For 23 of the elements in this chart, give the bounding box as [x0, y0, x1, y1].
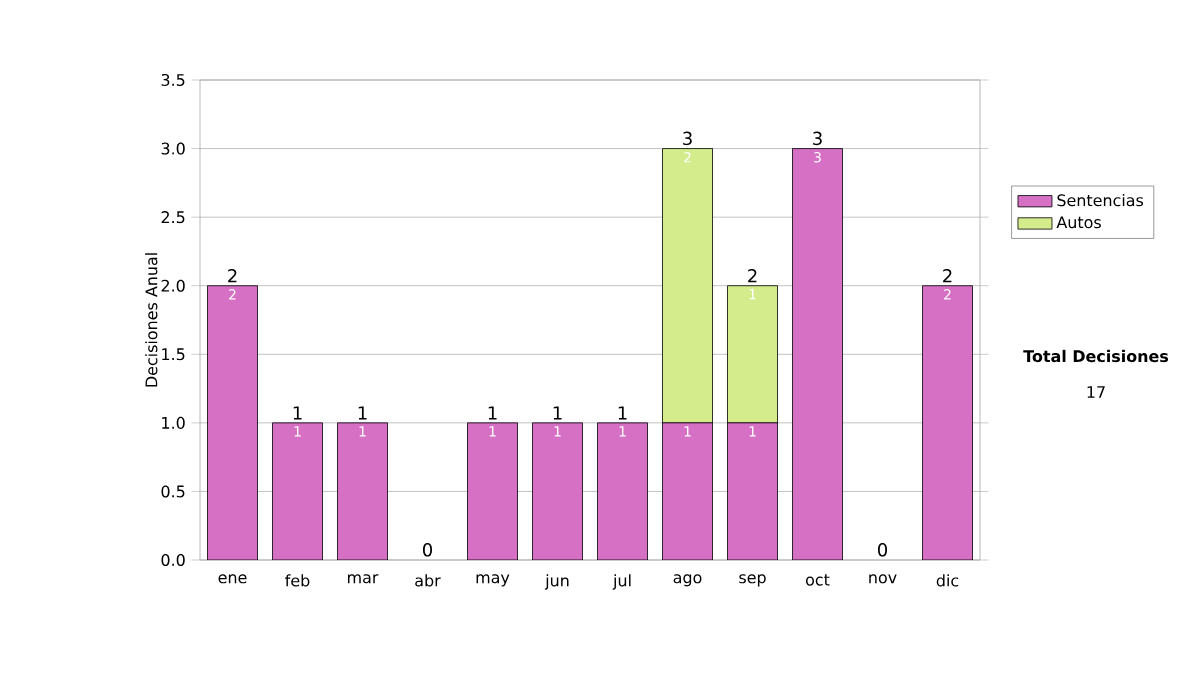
total-label: 1	[293, 406, 302, 420]
total-label: 1	[488, 406, 497, 420]
bar	[597, 422, 648, 560]
bar	[467, 422, 518, 560]
bar	[727, 422, 778, 560]
bar	[922, 285, 973, 560]
total-label: 0	[422, 543, 433, 557]
total-label: 0	[877, 543, 888, 557]
bar	[272, 422, 323, 560]
bar	[532, 422, 583, 560]
total-label: 1	[358, 406, 367, 420]
total-label: 2	[748, 269, 757, 283]
bar	[207, 285, 258, 560]
bar	[727, 285, 778, 424]
total-label: 3	[813, 131, 822, 146]
total-label: 2	[943, 269, 952, 283]
total-label: 3	[683, 131, 692, 146]
total-label: 1	[553, 406, 562, 420]
total-label: 1	[618, 406, 627, 420]
bar	[792, 148, 843, 560]
bar	[662, 422, 713, 560]
bar	[337, 422, 388, 560]
total-label: 2	[228, 269, 237, 283]
